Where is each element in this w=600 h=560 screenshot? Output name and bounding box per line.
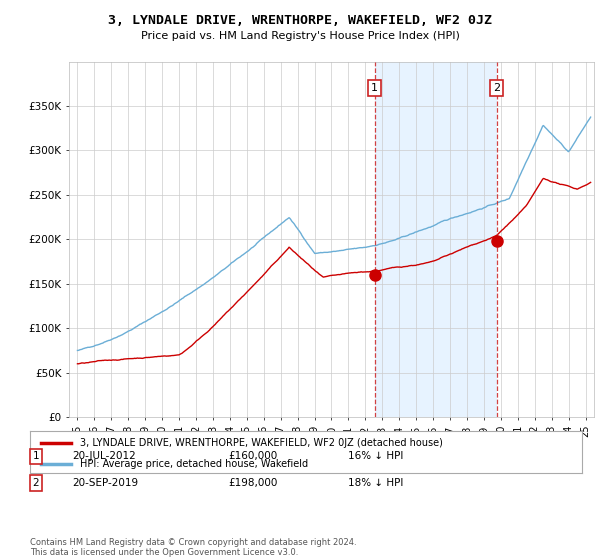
Text: 18% ↓ HPI: 18% ↓ HPI: [348, 478, 403, 488]
Text: 20-SEP-2019: 20-SEP-2019: [72, 478, 138, 488]
Text: Contains HM Land Registry data © Crown copyright and database right 2024.
This d: Contains HM Land Registry data © Crown c…: [30, 538, 356, 557]
Text: 1: 1: [32, 451, 40, 461]
Text: 3, LYNDALE DRIVE, WRENTHORPE, WAKEFIELD, WF2 0JZ (detached house): 3, LYNDALE DRIVE, WRENTHORPE, WAKEFIELD,…: [80, 437, 443, 447]
Text: 1: 1: [371, 83, 378, 94]
Text: 2: 2: [32, 478, 40, 488]
Text: 3, LYNDALE DRIVE, WRENTHORPE, WAKEFIELD, WF2 0JZ: 3, LYNDALE DRIVE, WRENTHORPE, WAKEFIELD,…: [108, 14, 492, 27]
Bar: [374, 62, 497, 417]
Text: 20-JUL-2012: 20-JUL-2012: [72, 451, 136, 461]
Text: 16% ↓ HPI: 16% ↓ HPI: [348, 451, 403, 461]
Text: Price paid vs. HM Land Registry's House Price Index (HPI): Price paid vs. HM Land Registry's House …: [140, 31, 460, 41]
Text: 2: 2: [493, 83, 500, 94]
Text: HPI: Average price, detached house, Wakefield: HPI: Average price, detached house, Wake…: [80, 459, 308, 469]
Text: £198,000: £198,000: [228, 478, 277, 488]
Text: £160,000: £160,000: [228, 451, 277, 461]
